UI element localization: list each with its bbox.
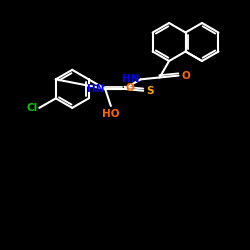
- Text: HO: HO: [102, 109, 120, 119]
- Text: S: S: [146, 86, 154, 96]
- Text: HN: HN: [87, 84, 104, 94]
- Text: Cl: Cl: [26, 103, 37, 113]
- Text: HN: HN: [122, 74, 140, 84]
- Text: O: O: [182, 70, 190, 81]
- Text: O: O: [125, 83, 134, 93]
